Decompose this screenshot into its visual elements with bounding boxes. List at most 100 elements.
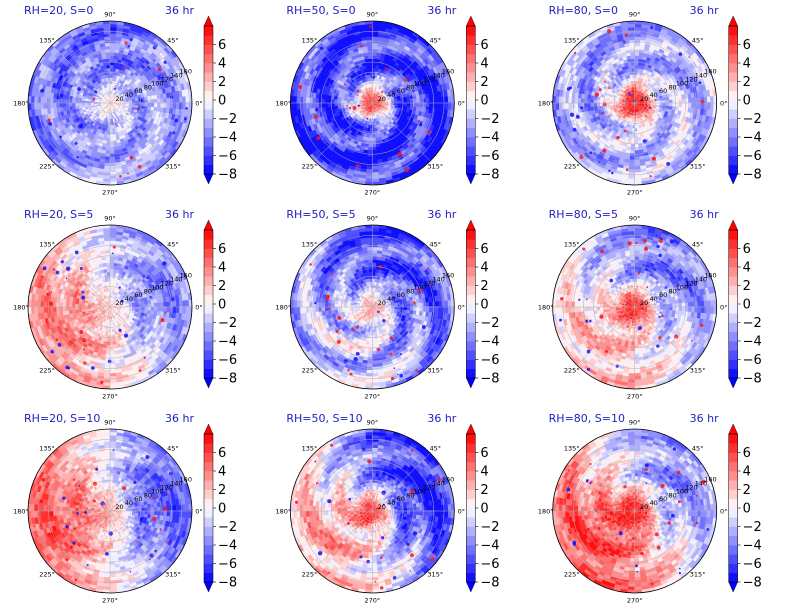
field-speckle bbox=[298, 85, 302, 89]
angular-tick-label: 315° bbox=[165, 162, 181, 170]
radial-tick-label: 60 bbox=[397, 87, 405, 95]
colorbar-segment bbox=[466, 100, 475, 110]
colorbar-segment bbox=[466, 146, 475, 156]
colorbar-segment bbox=[466, 109, 475, 119]
field-speckle bbox=[315, 108, 318, 111]
field-speckle bbox=[74, 45, 77, 48]
colorbar-tick-label: −6 bbox=[480, 149, 499, 164]
field-speckle bbox=[334, 96, 338, 100]
colorbar-segment bbox=[204, 26, 213, 36]
field-speckle bbox=[77, 156, 79, 158]
angular-tick-label: 45° bbox=[430, 37, 442, 45]
radial-tick-label: 40 bbox=[125, 91, 133, 99]
colorbar-tick-label: 0 bbox=[218, 94, 226, 109]
colorbar-segment bbox=[204, 45, 213, 55]
field-speckle bbox=[349, 107, 351, 109]
field-speckle bbox=[79, 124, 83, 128]
field-speckle bbox=[115, 123, 117, 125]
angular-tick-label: 180° bbox=[13, 100, 29, 108]
field-speckle bbox=[435, 140, 439, 144]
panel-time-label: 36 hr bbox=[427, 4, 456, 17]
field-speckle bbox=[93, 49, 95, 51]
field-speckle bbox=[139, 99, 142, 102]
panel-title: RH=20, S=0 bbox=[24, 4, 93, 17]
colorbar-segment bbox=[204, 82, 213, 92]
field-speckle bbox=[357, 90, 360, 93]
field-speckle bbox=[77, 87, 81, 91]
field-speckle bbox=[320, 47, 323, 50]
colorbar-segment bbox=[466, 82, 475, 92]
radial-tick-label: 160 bbox=[180, 68, 192, 76]
field-speckle bbox=[382, 139, 385, 142]
colorbar-tick-label: −4 bbox=[218, 131, 237, 146]
field-speckle bbox=[395, 106, 397, 108]
colorbar-tick-label: 4 bbox=[218, 57, 226, 72]
field-speckle bbox=[94, 90, 97, 93]
field-speckle bbox=[122, 68, 124, 70]
field-speckle bbox=[47, 118, 50, 121]
colorbar-segment bbox=[204, 100, 213, 110]
colorbar-segment bbox=[204, 137, 213, 147]
field-speckle bbox=[346, 105, 348, 107]
field-speckle bbox=[170, 96, 173, 99]
field-speckle bbox=[370, 60, 374, 64]
field-speckle bbox=[130, 38, 133, 41]
colorbar-extend-low bbox=[466, 174, 475, 184]
colorbar-segment bbox=[466, 128, 475, 138]
radial-tick-label: 160 bbox=[442, 68, 454, 76]
field-speckle bbox=[175, 119, 179, 123]
radial-tick-label: 60 bbox=[134, 87, 142, 95]
colorbar-extend-high bbox=[204, 16, 213, 26]
field-speckle bbox=[369, 25, 372, 28]
field-speckle bbox=[104, 34, 106, 36]
colorbar-segment bbox=[466, 45, 475, 55]
colorbar-tick-label: −6 bbox=[218, 149, 237, 164]
field-speckle bbox=[405, 168, 409, 172]
angular-tick-label: 180° bbox=[275, 100, 291, 108]
field-speckle bbox=[114, 88, 116, 90]
panel-title: RH=50, S=0 bbox=[286, 4, 355, 17]
field-speckle bbox=[385, 67, 388, 70]
colorbar-tick-label: −8 bbox=[480, 168, 499, 183]
angular-tick-label: 135° bbox=[39, 37, 55, 45]
field-speckle bbox=[344, 84, 346, 86]
colorbar-segment bbox=[204, 35, 213, 45]
colorbar-tick-label: 6 bbox=[480, 38, 488, 53]
field-speckle bbox=[356, 164, 359, 167]
field-speckle bbox=[426, 107, 429, 110]
colorbar-segment bbox=[466, 72, 475, 82]
angular-tick-label: 135° bbox=[302, 37, 318, 45]
colorbar-segment bbox=[466, 54, 475, 64]
colorbar-segment bbox=[204, 165, 213, 175]
colorbar-segment bbox=[204, 146, 213, 156]
angular-tick-label: 225° bbox=[302, 162, 318, 170]
field-speckle bbox=[418, 120, 420, 122]
field-speckle bbox=[184, 118, 187, 121]
panel-time-label: 36 hr bbox=[165, 4, 194, 17]
colorbar-tick-label: 4 bbox=[480, 57, 488, 72]
field-speckle bbox=[112, 28, 114, 30]
colorbar-segment bbox=[204, 63, 213, 73]
field-speckle bbox=[360, 45, 363, 48]
colorbar-segment bbox=[466, 137, 475, 147]
field-speckle bbox=[358, 105, 360, 107]
field-speckle bbox=[316, 136, 320, 140]
field-speckle bbox=[185, 107, 188, 110]
field-speckle bbox=[40, 89, 44, 93]
colorbar-extend-high bbox=[466, 16, 475, 26]
angular-tick-label: 90° bbox=[104, 11, 116, 19]
field-speckle bbox=[314, 115, 318, 119]
field-speckle bbox=[60, 94, 64, 98]
polar-grid bbox=[28, 21, 192, 185]
field-speckle bbox=[93, 98, 96, 101]
angular-tick-label: 0° bbox=[458, 100, 465, 108]
radial-tick-label: 20 bbox=[378, 95, 386, 103]
polar-grid bbox=[290, 21, 454, 185]
angular-tick-label: 270° bbox=[102, 189, 118, 197]
colorbar-segment bbox=[466, 63, 475, 73]
